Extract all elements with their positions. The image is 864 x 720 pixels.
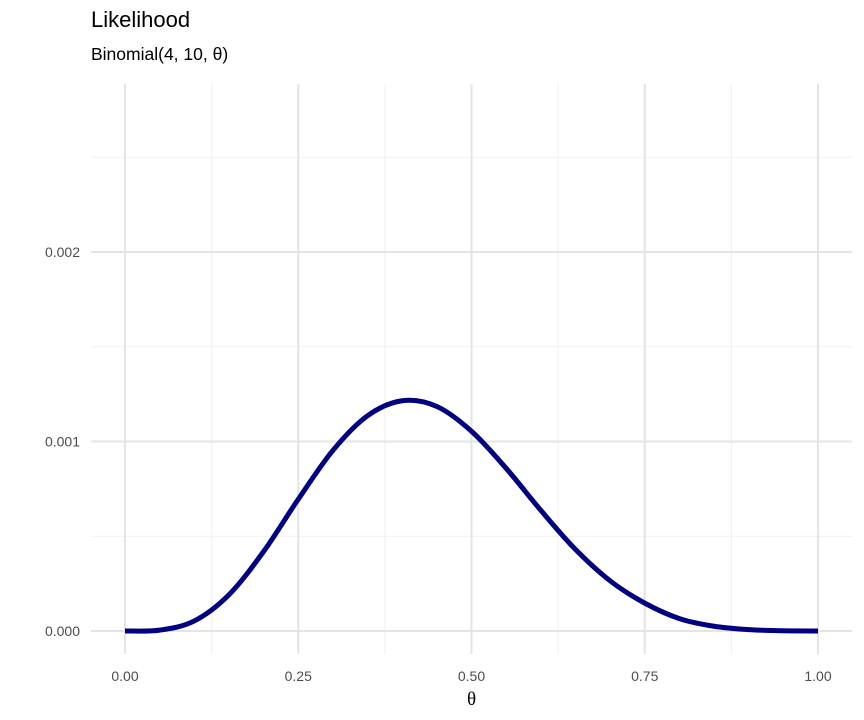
chart-title: Likelihood (91, 7, 191, 32)
x-axis-title: θ (467, 689, 476, 710)
x-tick-label: 0.50 (458, 668, 485, 684)
likelihood-curve (124, 397, 819, 634)
x-tick-label: 0.00 (111, 668, 138, 684)
x-tick-label: 0.25 (285, 668, 312, 684)
x-tick-labels: 0.00 0.25 0.50 0.75 1.00 (111, 668, 831, 684)
major-gridlines (91, 84, 852, 654)
y-tick-label: 0.001 (45, 434, 80, 450)
x-tick-label: 0.75 (631, 668, 658, 684)
y-tick-labels: 0.000 0.001 0.002 (45, 244, 80, 639)
y-tick-label: 0.002 (45, 244, 80, 260)
x-tick-label: 1.00 (804, 668, 831, 684)
chart-subtitle: Binomial(4, 10, θ) (91, 44, 229, 64)
y-tick-label: 0.000 (45, 623, 80, 639)
